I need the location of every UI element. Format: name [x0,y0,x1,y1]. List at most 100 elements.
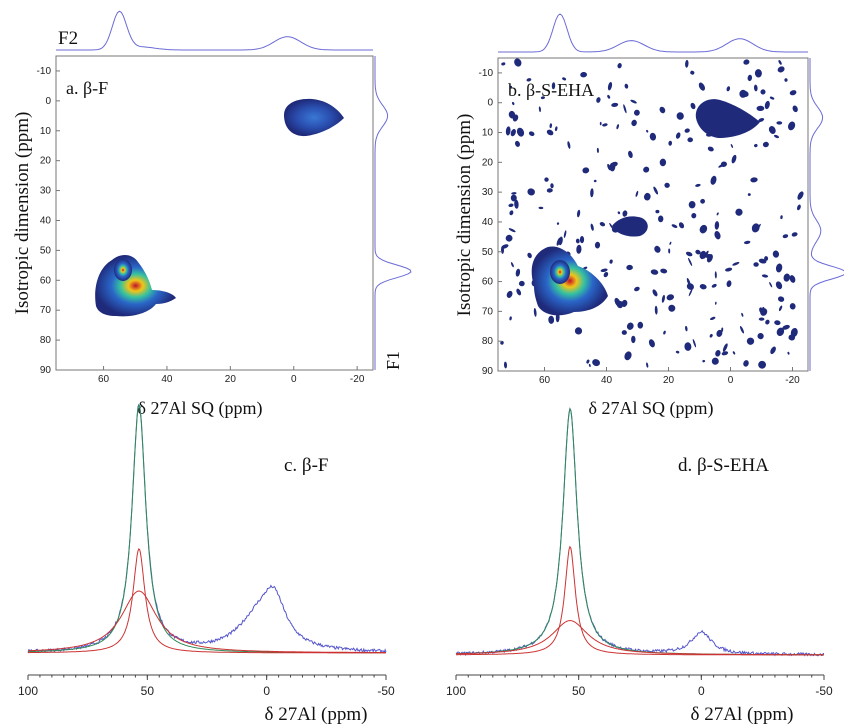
panel-a-f1-projection [374,56,412,370]
panel-b-noise-speck [778,60,782,65]
panel-b-noise-speck [514,140,521,147]
panel-b-noise-speck [635,190,639,197]
panel-c-component-line [28,548,386,654]
panel-b-noise-speck [514,58,522,67]
panel-c-xtick-label: 50 [141,684,155,698]
panel-a-ytick-label: 30 [40,186,52,197]
panel-b-ytick-label: 70 [482,306,494,317]
panel-b-noise-speck [580,71,587,78]
panel-b-noise-speck [774,320,781,326]
panel-b-noise-speck [630,99,637,104]
panel-b-noise-speck [688,257,693,266]
panel-b-noise-speck [669,241,672,245]
panel-a-peak-main [95,254,176,317]
panel-b-noise-speck [711,283,717,288]
panel-a-xtick-label: 0 [291,374,297,385]
panel-b-noise-speck [769,282,773,288]
panel-b-noise-speck [510,262,514,268]
panel-b-noise-speck [546,188,553,193]
panel-b-noise-speck [765,319,770,325]
panel-b-noise-speck [699,224,708,234]
panel-b-noise-speck [756,105,765,111]
panel-b-noise-speck [686,283,694,290]
panel-b-noise-speck [772,250,780,258]
panel-b-peaks [531,99,760,316]
panel-b-noise-speck [788,121,796,131]
panel-b-noise-speck [718,163,725,168]
panel-b-noise-speck [739,325,745,334]
panel-b-noise-speck [551,82,556,90]
panel-b-noise-speck [675,132,681,139]
panel-b-noise-speck [508,228,516,233]
panel-b-noise-speck [744,240,751,245]
panel-b-noise-speck [609,162,616,172]
panel-b-noise-speck [600,268,608,273]
panel-b-noise-speck [631,335,636,344]
panel-b-noise-speck [754,143,758,148]
panel-b-noise-speck [582,167,590,174]
panel-b-ytick-label: 80 [482,336,494,347]
panel-b-noise-speck [780,215,783,220]
panel-b-noise-speck [706,254,713,263]
panel-b-noise-speck [746,337,755,345]
panel-b-noise-speck [775,263,783,273]
panel-b-noise-speck [711,357,719,365]
panel-b-xtick-label: -20 [785,375,800,386]
panel-b-noise-speck [624,83,629,89]
panel-b-noise-speck [684,342,692,351]
panel-b-noise-speck [659,106,666,114]
panel-a-ytick-label: 90 [40,365,52,376]
panel-b-noise-speck [726,280,732,288]
panel-b-noise-speck [750,177,758,183]
panel-d-xtick-label: 50 [572,684,586,698]
panel-c-xtick-label: 100 [18,684,38,698]
panel-b-noise-speck [626,322,634,330]
panel-b-noise-speck [609,222,613,229]
panel-b-noise-speck [548,315,555,324]
panel-b-noise-speck [624,351,632,361]
panel-b-noise-speck [778,305,783,312]
panel-b-noise-speck [506,290,513,298]
panel-b-noise-speck [554,126,558,132]
panel-a-xtick-label: 20 [225,374,237,385]
panel-b-noise-speck [751,223,760,233]
panel-b-noise-speck [661,294,665,303]
panel-d-label: d. β-S-EHA [678,455,769,476]
panel-b-noise-speck [783,273,791,282]
panel-b-noise-speck [579,236,585,244]
panel-b-noise-speck [675,350,680,354]
panel-b-noise-speck [527,252,532,259]
panel-b-noise-speck [710,175,717,185]
panel-b-noise-speck [721,351,729,356]
panel-b-noise-speck [770,346,776,355]
panel-b-noise-speck [691,213,697,219]
panel-b-noise-speck [567,141,571,149]
panel-b-noise-speck [510,194,517,202]
panel-a-ytick-label: 50 [40,245,52,256]
panel-b-noise-speck [501,62,506,66]
panel-b-peak-core [550,260,570,284]
panel-b-noise-speck [609,259,613,264]
panel-b-noise-speck [741,90,749,97]
panel-b-noise-speck [764,256,769,261]
panel-c-total-fit-line [28,403,386,654]
panel-b-noise-speck [787,351,790,355]
panel-b-noise-speck [761,274,769,278]
panel-b: b. β-S-EHA δ 27Al SQ (ppm) Isotropic dim… [454,13,844,419]
panel-b-noise-speck [699,284,707,290]
panel-b-noise-speck [654,245,661,253]
panel-a-xtick-label: -20 [350,374,365,385]
panel-a-plot-frame [55,55,374,371]
panel-b-noise-speck [505,126,511,136]
panel-b-noise-speck [678,222,685,229]
panel-b-noise-speck [631,119,637,127]
panel-b-noise-speck [653,186,659,195]
panel-b-noise-speck [789,275,796,283]
panel-a-ytick-label: 80 [40,335,52,346]
panel-b-noise-speck [698,82,706,91]
panel-b-ylabel: Isotropic dimension (ppm) [454,114,475,317]
panel-a-ytick-label: -10 [37,66,52,77]
panel-b-noise-speck [511,101,515,106]
panel-b-noise-speck [646,129,649,133]
